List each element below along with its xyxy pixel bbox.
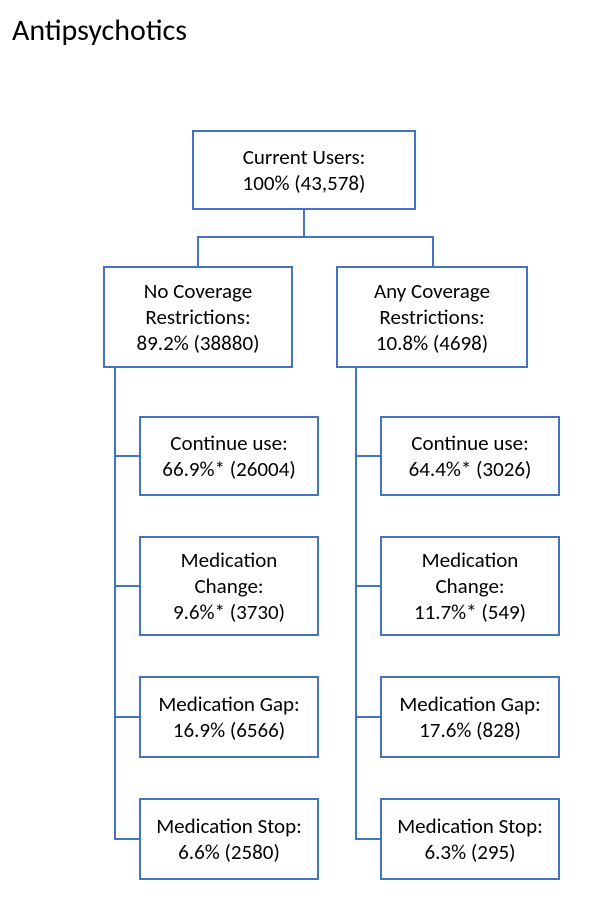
node-line: 10.8% (4698) [376,330,488,356]
connector [432,236,434,266]
node-line: Restrictions: [145,304,250,330]
node-line: Medication Gap: [399,691,540,717]
node-line: Medication Gap: [158,691,299,717]
node-line: 9.6%* (3730) [173,599,285,625]
diagram-title: Antipsychotics [12,12,187,49]
connector [355,838,380,840]
node-left-change: Medication Change: 9.6%* (3730) [139,536,319,636]
node-any-coverage: Any Coverage Restrictions: 10.8% (4698) [336,266,528,368]
node-line: Restrictions: [379,304,484,330]
node-line: 16.9% (6566) [173,717,285,743]
node-left-continue: Continue use: 66.9%* (26004) [139,416,319,496]
node-line: Change: [435,573,504,599]
connector [355,716,380,718]
connector [303,210,305,238]
node-line: 6.6% (2580) [178,839,280,865]
connector [114,585,139,587]
node-line: 11.7%* (549) [414,599,526,625]
connector [355,368,357,840]
connector [197,236,199,266]
connector [197,236,434,238]
node-right-change: Medication Change: 11.7%* (549) [380,536,560,636]
node-left-gap: Medication Gap: 16.9% (6566) [139,676,319,758]
node-line: Continue use: [170,430,287,456]
node-right-gap: Medication Gap: 17.6% (828) [380,676,560,758]
node-line: 89.2% (38880) [137,330,260,356]
node-line: 17.6% (828) [419,717,521,743]
node-line: 66.9%* (26004) [162,456,295,482]
connector [355,455,380,457]
node-line: Medication [181,547,278,573]
node-line: Any Coverage [374,278,490,304]
node-line: Medication Stop: [397,813,543,839]
node-line: Current Users: [243,144,366,170]
node-no-coverage: No Coverage Restrictions: 89.2% (38880) [103,266,293,368]
node-line: Continue use: [411,430,528,456]
node-left-stop: Medication Stop: 6.6% (2580) [139,798,319,880]
node-line: Change: [194,573,263,599]
node-line: No Coverage [144,278,252,304]
connector [114,838,139,840]
node-root: Current Users: 100% (43,578) [192,130,416,210]
node-right-continue: Continue use: 64.4%* (3026) [380,416,560,496]
node-line: 6.3% (295) [424,839,515,865]
node-right-stop: Medication Stop: 6.3% (295) [380,798,560,880]
connector [355,585,380,587]
connector [114,716,139,718]
connector [114,455,139,457]
node-line: 64.4%* (3026) [409,456,532,482]
node-line: 100% (43,578) [243,170,366,196]
node-line: Medication Stop: [156,813,302,839]
node-line: Medication [422,547,519,573]
connector [114,368,116,840]
